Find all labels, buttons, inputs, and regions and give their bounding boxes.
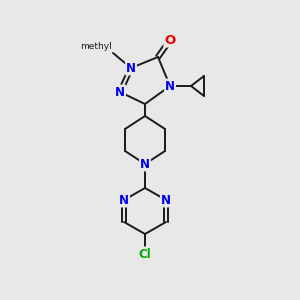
Text: N: N: [115, 85, 125, 98]
Text: methyl: methyl: [80, 42, 112, 51]
Text: N: N: [140, 158, 150, 170]
Text: N: N: [161, 194, 171, 206]
Text: O: O: [164, 34, 175, 46]
Text: N: N: [126, 61, 136, 74]
Text: N: N: [165, 80, 175, 92]
Text: N: N: [119, 194, 129, 206]
Text: Cl: Cl: [139, 248, 152, 260]
